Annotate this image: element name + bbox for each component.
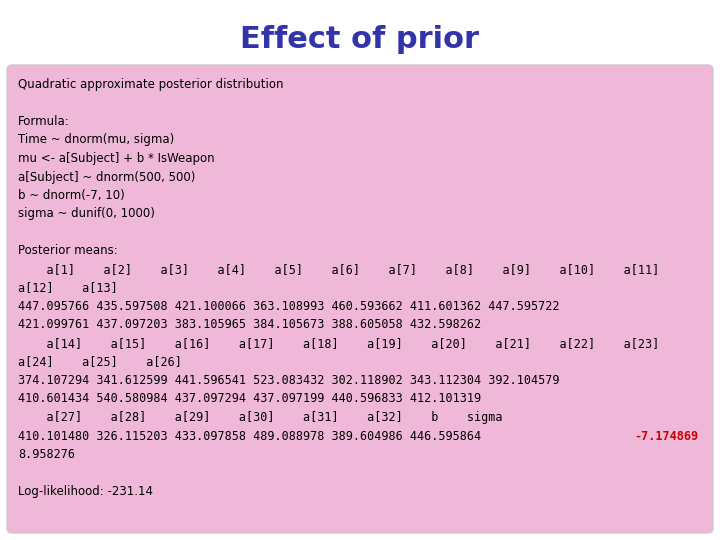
Text: Effect of prior: Effect of prior bbox=[240, 25, 480, 55]
Text: 421.099761 437.097203 383.105965 384.105673 388.605058 432.598262: 421.099761 437.097203 383.105965 384.105… bbox=[18, 319, 481, 332]
Text: Time ~ dnorm(mu, sigma): Time ~ dnorm(mu, sigma) bbox=[18, 133, 174, 146]
FancyBboxPatch shape bbox=[7, 65, 713, 533]
Text: 410.101480 326.115203 433.097858 489.088978 389.604986 446.595864: 410.101480 326.115203 433.097858 489.088… bbox=[18, 429, 495, 442]
Text: a[14]    a[15]    a[16]    a[17]    a[18]    a[19]    a[20]    a[21]    a[22]   : a[14] a[15] a[16] a[17] a[18] a[19] a[20… bbox=[18, 337, 660, 350]
Text: 447.095766 435.597508 421.100066 363.108993 460.593662 411.601362 447.595722: 447.095766 435.597508 421.100066 363.108… bbox=[18, 300, 559, 313]
Text: Posterior means:: Posterior means: bbox=[18, 245, 118, 258]
Text: a[12]    a[13]: a[12] a[13] bbox=[18, 281, 118, 294]
Text: 8.958276: 8.958276 bbox=[18, 448, 75, 461]
Text: -7.174869: -7.174869 bbox=[634, 429, 698, 442]
Text: a[24]    a[25]    a[26]: a[24] a[25] a[26] bbox=[18, 355, 182, 368]
Text: 374.107294 341.612599 441.596541 523.083432 302.118902 343.112304 392.104579: 374.107294 341.612599 441.596541 523.083… bbox=[18, 374, 559, 387]
Text: Quadratic approximate posterior distribution: Quadratic approximate posterior distribu… bbox=[18, 78, 284, 91]
Text: mu <- a[Subject] + b * IsWeapon: mu <- a[Subject] + b * IsWeapon bbox=[18, 152, 215, 165]
Text: b ~ dnorm(-7, 10): b ~ dnorm(-7, 10) bbox=[18, 189, 125, 202]
Text: 410.601434 540.580984 437.097294 437.097199 440.596833 412.101319: 410.601434 540.580984 437.097294 437.097… bbox=[18, 393, 481, 406]
Text: a[Subject] ~ dnorm(500, 500): a[Subject] ~ dnorm(500, 500) bbox=[18, 171, 195, 184]
Text: a[1]    a[2]    a[3]    a[4]    a[5]    a[6]    a[7]    a[8]    a[9]    a[10]   : a[1] a[2] a[3] a[4] a[5] a[6] a[7] a[8] … bbox=[18, 263, 660, 276]
Text: sigma ~ dunif(0, 1000): sigma ~ dunif(0, 1000) bbox=[18, 207, 155, 220]
Text: Formula:: Formula: bbox=[18, 115, 70, 128]
Text: a[27]    a[28]    a[29]    a[30]    a[31]    a[32]    b    sigma: a[27] a[28] a[29] a[30] a[31] a[32] b si… bbox=[18, 411, 503, 424]
Text: Log-likelihood: -231.14: Log-likelihood: -231.14 bbox=[18, 485, 153, 498]
